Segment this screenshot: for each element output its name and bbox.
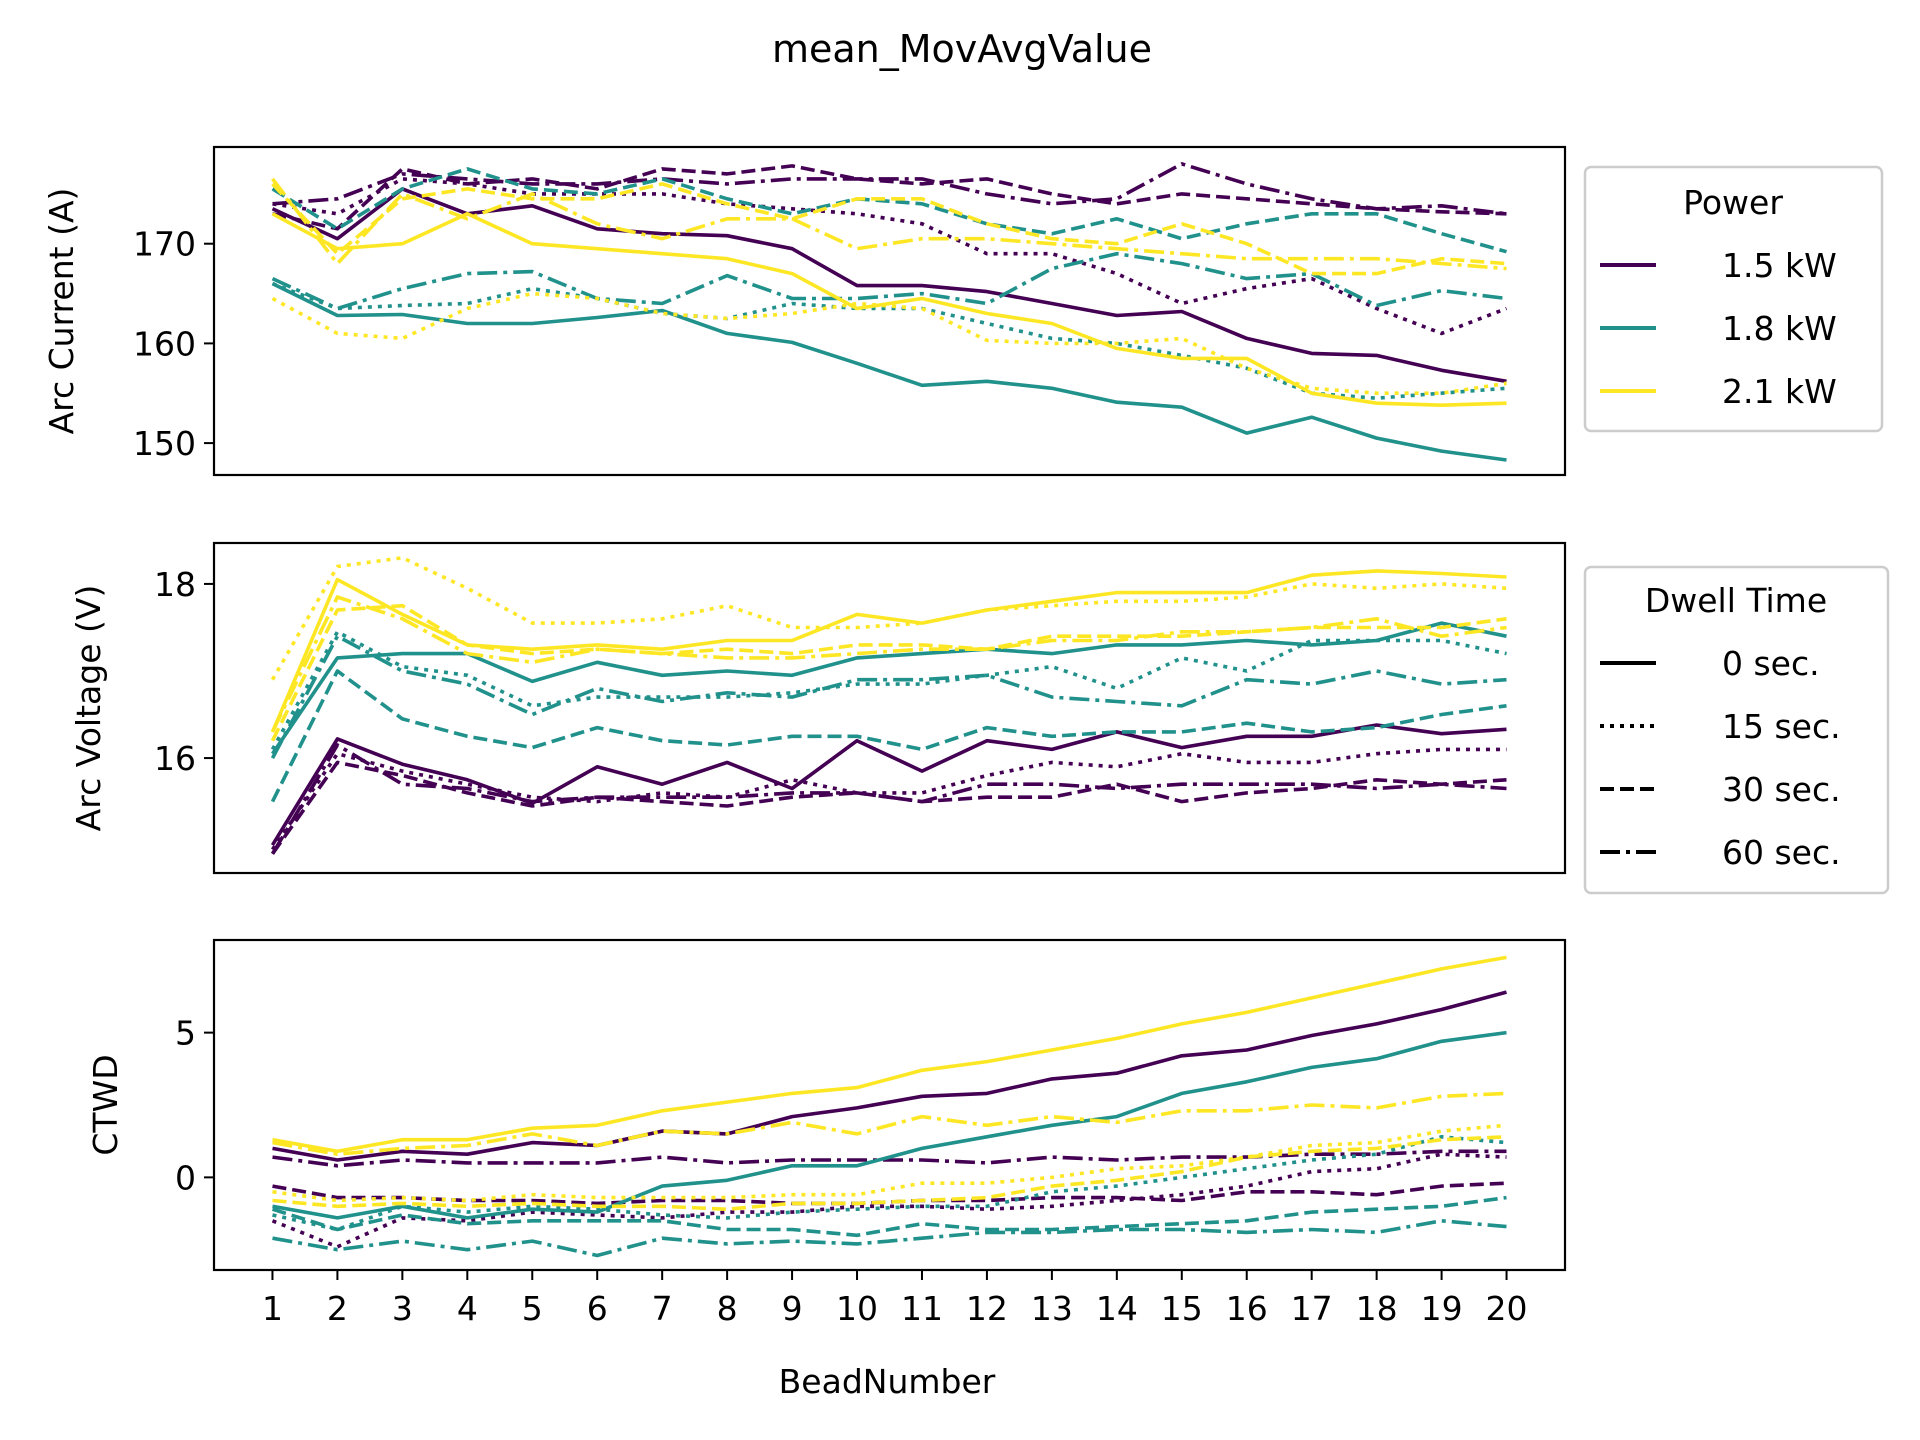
x-tick-label: 4	[457, 1289, 478, 1328]
x-tick-label: 18	[1356, 1289, 1398, 1328]
y-axis-label: Arc Current (A)	[42, 188, 81, 435]
x-tick-label: 10	[836, 1289, 878, 1328]
x-axis-label: BeadNumber	[779, 1362, 996, 1401]
series-line-18kW-0sec	[272, 1030, 1507, 1220]
series-line-18kW-15sec	[270, 629, 1507, 751]
y-tick-label: 150	[133, 424, 196, 463]
series-line-15kW-60sec	[272, 162, 1507, 216]
series-line-15kW-0sec	[272, 990, 1507, 1162]
y-tick-label: 18	[154, 565, 196, 604]
series-line-21kW-60sec	[272, 1091, 1507, 1156]
x-tick-label: 20	[1486, 1289, 1528, 1328]
series-line-15kW-0sec	[270, 723, 1507, 847]
dwell-legend-label-30s: 30 sec.	[1722, 770, 1841, 809]
series-line-18kW-0sec	[271, 621, 1507, 755]
series-line-18kW-30sec	[271, 1195, 1507, 1238]
y-axis-label: CTWD	[86, 1054, 125, 1155]
y-tick-label: 5	[175, 1014, 196, 1053]
x-tick-label: 3	[392, 1289, 413, 1328]
power-legend-frame	[1583, 165, 1884, 433]
power-legend-label-2-1kw: 2.1 kW	[1722, 372, 1837, 411]
y-tick-label: 160	[133, 324, 196, 363]
power-legend-title: Power	[1683, 183, 1783, 222]
power-legend: Power 1.5 kW 1.8 kW 2.1 kW	[1583, 165, 1884, 433]
dwell-legend-title: Dwell Time	[1645, 581, 1827, 620]
series-line-15kW-0sec	[271, 187, 1507, 384]
series-line-15kW-60sec	[270, 743, 1507, 855]
x-tick-label: 6	[587, 1289, 608, 1328]
series-line-21kW-0sec	[272, 955, 1507, 1154]
y-tick-label: 0	[175, 1158, 196, 1197]
x-tick-label: 13	[1031, 1289, 1073, 1328]
power-legend-label-1-5kw: 1.5 kW	[1722, 246, 1837, 285]
y-tick-label: 170	[133, 225, 196, 264]
x-tick-label: 12	[966, 1289, 1008, 1328]
series-line-18kW-30sec	[270, 669, 1507, 803]
series-line-21kW-0sec	[271, 212, 1507, 408]
series-line-18kW-15sec	[272, 1135, 1507, 1232]
dwell-legend-frame	[1583, 565, 1890, 895]
series-line-15kW-15sec	[271, 1152, 1507, 1249]
arc-voltage-plot: 16 18 Arc Voltage (V)	[69, 541, 1567, 875]
dwell-legend: Dwell Time 0 sec. 15 sec. 30 sec. 60 sec…	[1583, 565, 1890, 895]
series-line-18kW-15sec	[271, 281, 1507, 401]
x-tick-label: 9	[782, 1289, 803, 1328]
series-line-18kW-0sec	[271, 281, 1507, 462]
y-axis-label: Arc Voltage (V)	[69, 585, 108, 832]
x-tick-label: 5	[522, 1289, 543, 1328]
dwell-legend-label-60s: 60 sec.	[1722, 833, 1841, 872]
series-line-21kW-60sec	[271, 177, 1507, 271]
x-tick-label: 2	[327, 1289, 348, 1328]
series-line-21kW-0sec	[270, 569, 1507, 733]
series-line-15kW-15sec	[271, 747, 1507, 851]
dwell-legend-label-0s: 0 sec.	[1722, 644, 1820, 683]
x-tick-label: 11	[901, 1289, 943, 1328]
series-line-15kW-30sec	[272, 164, 1507, 231]
series-line-18kW-60sec	[270, 634, 1507, 759]
y-tick-label: 16	[154, 739, 196, 778]
x-tick-label: 15	[1161, 1289, 1203, 1328]
x-tick-label: 8	[717, 1289, 738, 1328]
arc-current-plot: 150 160 170 Arc Current (A)	[42, 145, 1567, 477]
series-group	[271, 955, 1507, 1258]
x-tick-label: 16	[1226, 1289, 1268, 1328]
power-legend-label-1-8kw: 1.8 kW	[1722, 309, 1837, 348]
series-line-21kW-15sec	[271, 291, 1507, 396]
series-group	[271, 162, 1508, 462]
dwell-legend-label-15s: 15 sec.	[1722, 707, 1841, 746]
axes-frame	[212, 145, 1567, 477]
axes-frame	[212, 541, 1567, 875]
series-line-15kW-60sec	[272, 1149, 1507, 1168]
x-tick-label: 1	[262, 1289, 283, 1328]
series-line-18kW-30sec	[271, 167, 1507, 254]
series-line-18kW-60sec	[272, 1219, 1507, 1258]
series-line-21kW-30sec	[271, 182, 1507, 276]
series-line-15kW-30sec	[272, 1181, 1507, 1206]
x-tick-label: 14	[1096, 1289, 1138, 1328]
series-line-21kW-15sec	[272, 1123, 1507, 1203]
axes-frame	[212, 938, 1567, 1272]
figure-title: mean_MovAvgValue	[772, 27, 1152, 71]
x-tick-label: 17	[1291, 1289, 1333, 1328]
x-tick-label: 19	[1421, 1289, 1463, 1328]
series-line-18kW-60sec	[271, 251, 1507, 311]
series-group	[270, 555, 1507, 855]
series-line-21kW-60sec	[270, 595, 1507, 733]
series-line-21kW-15sec	[270, 555, 1507, 681]
series-line-21kW-30sec	[272, 1135, 1507, 1211]
x-tick-label: 7	[652, 1289, 673, 1328]
